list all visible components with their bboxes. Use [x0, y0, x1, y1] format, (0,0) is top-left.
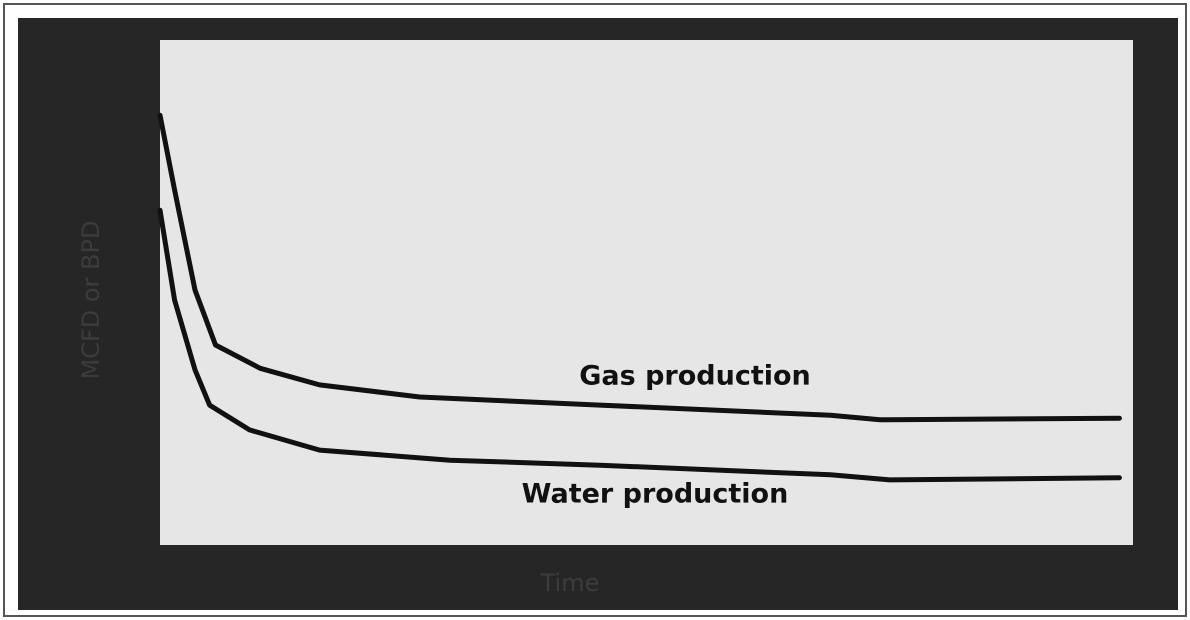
data-line — [157, 112, 1122, 423]
y-axis-label: MCFD or BPD — [77, 221, 105, 380]
data-line — [157, 207, 1122, 483]
series-label: Gas production — [579, 361, 811, 392]
series-label: Water production — [522, 479, 789, 510]
plot-area — [160, 40, 1133, 545]
x-axis-label: Time — [540, 569, 600, 597]
